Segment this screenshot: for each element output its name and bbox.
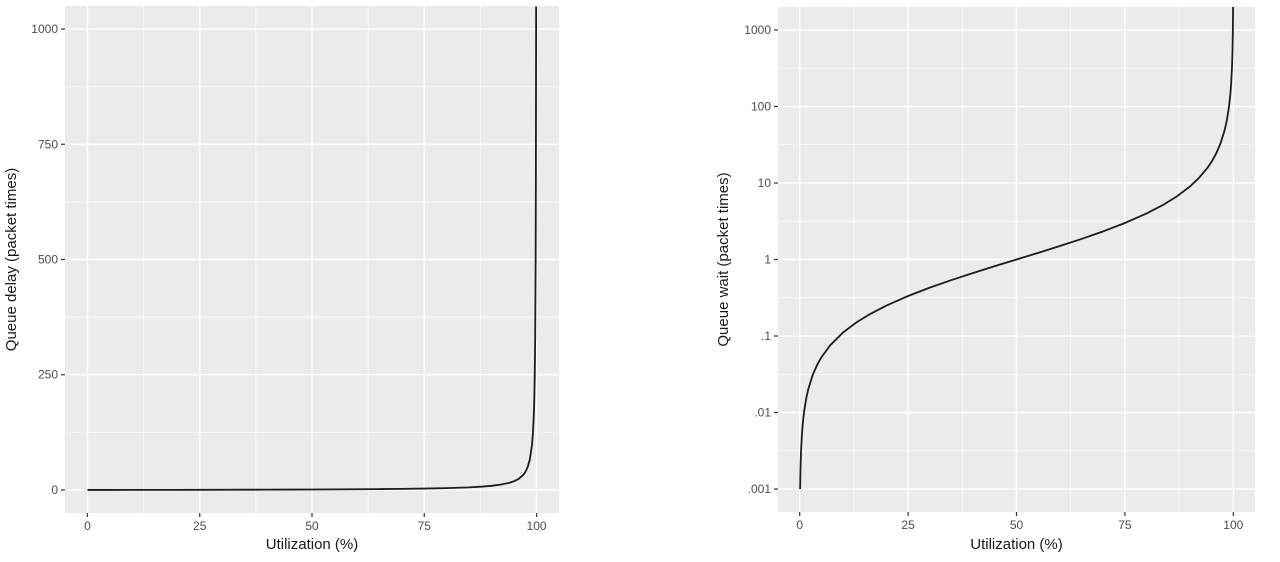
- y-tick-label: 1000: [744, 23, 771, 37]
- y-tick-label: 10: [758, 176, 772, 190]
- x-tick-label: 0: [796, 518, 803, 532]
- y-tick-label: 250: [38, 368, 58, 382]
- y-tick-label: .001: [748, 482, 772, 496]
- x-tick-label: 50: [1010, 518, 1024, 532]
- y-tick-label: 1000: [31, 22, 58, 36]
- y-tick-label: 0: [51, 483, 58, 497]
- plot-area: 0 25 50 75 100 .001 .01 .1 1 10 100 1000: [744, 6, 1255, 532]
- y-axis-title: Queue wait (packet times): [715, 172, 732, 346]
- x-tick-label: 100: [1223, 518, 1243, 532]
- y-tick-label: .01: [754, 406, 771, 420]
- x-tick-label: 100: [527, 519, 547, 533]
- x-axis-title: Utilization (%): [970, 536, 1063, 553]
- x-tick-label: 25: [901, 518, 915, 532]
- y-tick-label: 1: [764, 253, 771, 267]
- x-tick-label: 75: [418, 519, 432, 533]
- y-axis-title: Queue delay (packet times): [3, 168, 20, 351]
- queue-wait-chart: 0 25 50 75 100 .001 .01 .1 1 10 100 1000 Queue wait…: [715, 6, 1255, 553]
- x-tick-label: 75: [1118, 518, 1132, 532]
- series-line: [87, 6, 538, 491]
- y-tick-label: 100: [751, 99, 771, 113]
- y-tick-label: 750: [38, 137, 58, 151]
- x-tick-label: 25: [193, 519, 207, 533]
- x-axis-title: Utilization (%): [266, 536, 359, 553]
- y-tick-label: 500: [38, 253, 58, 267]
- x-tick-label: 0: [84, 519, 91, 533]
- y-tick-label: .1: [761, 329, 771, 343]
- x-tick-label: 50: [305, 519, 319, 533]
- series-line: [799, 6, 1234, 490]
